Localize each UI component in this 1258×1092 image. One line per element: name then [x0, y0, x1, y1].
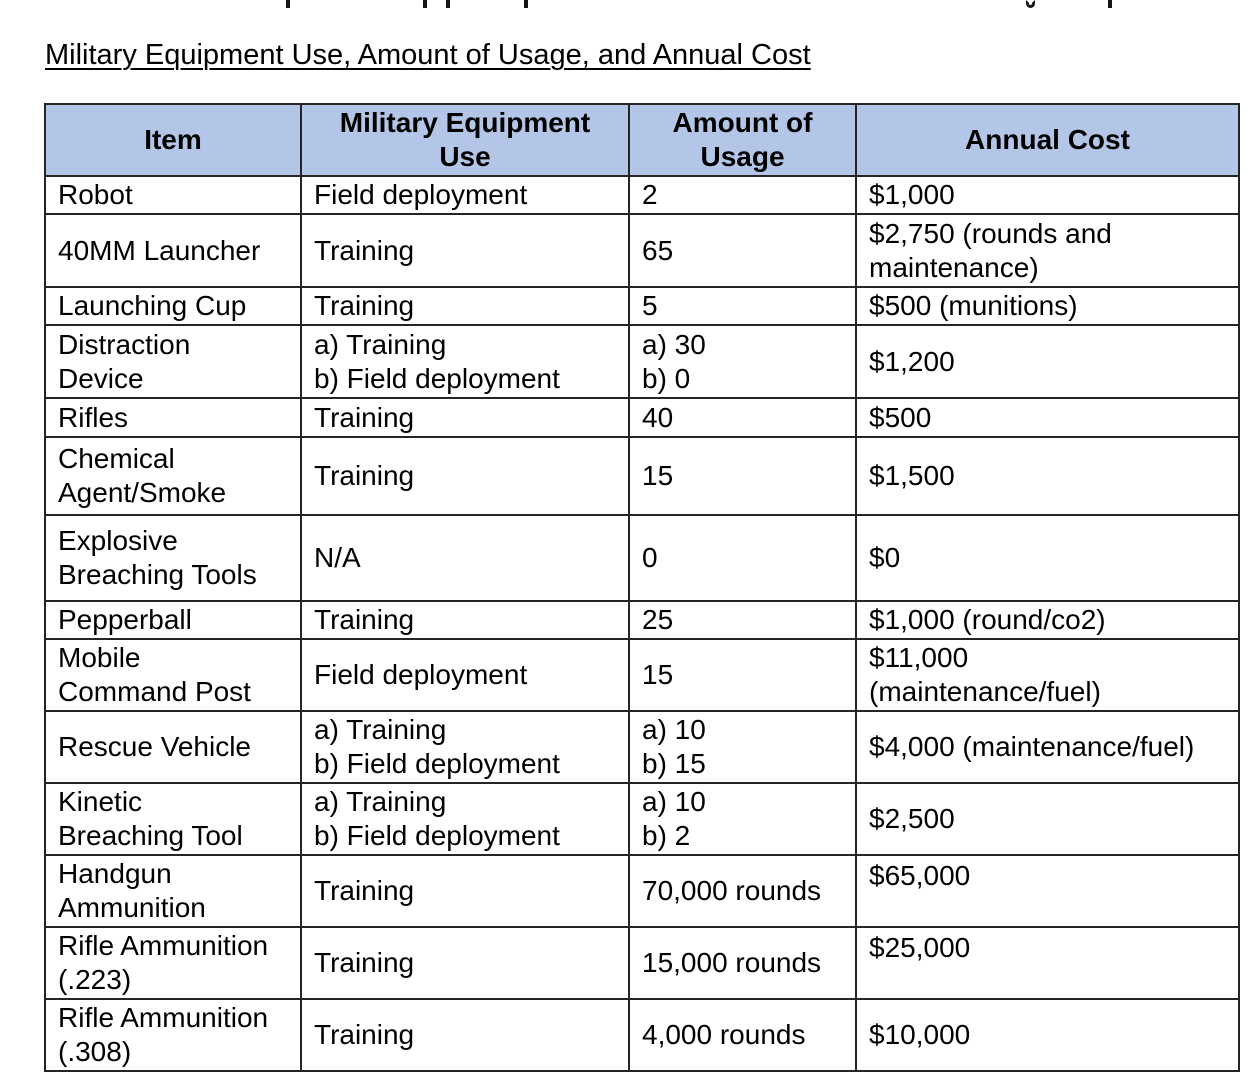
cell-cost: $11,000 (maintenance/fuel)	[855, 638, 1240, 712]
clipped-text-fragment	[1108, 0, 1112, 8]
cell-item: Mobile Command Post	[44, 638, 302, 712]
clipped-text-fragment	[524, 0, 528, 8]
cell-use: a) Training b) Field deployment	[300, 782, 630, 856]
cell-item: 40MM Launcher	[44, 213, 302, 288]
table-row: Chemical Agent/Smoke Training 15 $1,500	[44, 436, 1240, 516]
column-header-amount: Amount of Usage	[628, 103, 857, 177]
cell-cost: $1,000 (round/co2)	[855, 600, 1240, 640]
cell-item: Explosive Breaching Tools	[44, 514, 302, 602]
column-header-cost: Annual Cost	[855, 103, 1240, 177]
cell-use: Training	[300, 600, 630, 640]
cell-amount: 15	[628, 436, 857, 516]
cell-amount: 25	[628, 600, 857, 640]
header-row: Item Military Equipment Use Amount of Us…	[44, 103, 1240, 177]
table-header: Item Military Equipment Use Amount of Us…	[44, 103, 1240, 177]
cell-cost: $2,750 (rounds and maintenance)	[855, 213, 1240, 288]
cell-use: Training	[300, 286, 630, 326]
cell-use: Training	[300, 213, 630, 288]
cell-cost: $65,000	[855, 854, 1240, 928]
cell-amount: a) 10 b) 15	[628, 710, 857, 784]
cell-use: a) Training b) Field deployment	[300, 324, 630, 399]
table-row: Launching Cup Training 5 $500 (munitions…	[44, 286, 1240, 326]
table-row: Rifle Ammunition (.308) Training 4,000 r…	[44, 998, 1240, 1072]
cell-use: Training	[300, 998, 630, 1072]
cell-item: Rescue Vehicle	[44, 710, 302, 784]
cell-cost: $0	[855, 514, 1240, 602]
cell-cost: $2,500	[855, 782, 1240, 856]
table-row: Mobile Command Post Field deployment 15 …	[44, 638, 1240, 712]
table-body: Robot Field deployment 2 $1,000 40MM Lau…	[44, 175, 1240, 1072]
cell-item: Launching Cup	[44, 286, 302, 326]
cell-item: Chemical Agent/Smoke	[44, 436, 302, 516]
cell-amount: a) 10 b) 2	[628, 782, 857, 856]
cell-item: Rifles	[44, 397, 302, 438]
cell-amount: 4,000 rounds	[628, 998, 857, 1072]
cell-cost: $500	[855, 397, 1240, 438]
cell-item: Rifle Ammunition (.223)	[44, 926, 302, 1000]
cell-use: Training	[300, 397, 630, 438]
column-header-use: Military Equipment Use	[300, 103, 630, 177]
equipment-usage-table: Item Military Equipment Use Amount of Us…	[44, 103, 1240, 1072]
table-row: Explosive Breaching Tools N/A 0 $0	[44, 514, 1240, 602]
cell-item: Pepperball	[44, 600, 302, 640]
cell-amount: 70,000 rounds	[628, 854, 857, 928]
cell-cost: $4,000 (maintenance/fuel)	[855, 710, 1240, 784]
cell-use: a) Training b) Field deployment	[300, 710, 630, 784]
cell-amount: 40	[628, 397, 857, 438]
cell-item: Distraction Device	[44, 324, 302, 399]
cell-use: Field deployment	[300, 638, 630, 712]
cell-amount: 5	[628, 286, 857, 326]
cell-cost: $1,500	[855, 436, 1240, 516]
cell-use: Training	[300, 436, 630, 516]
column-header-item: Item	[44, 103, 302, 177]
table-row: Rifles Training 40 $500	[44, 397, 1240, 438]
table-row: Robot Field deployment 2 $1,000	[44, 175, 1240, 215]
cell-use: Training	[300, 854, 630, 928]
cell-amount: a) 30 b) 0	[628, 324, 857, 399]
cell-cost: $1,200	[855, 324, 1240, 399]
table-row: 40MM Launcher Training 65 $2,750 (rounds…	[44, 213, 1240, 288]
cell-cost: $500 (munitions)	[855, 286, 1240, 326]
cell-item: Handgun Ammunition	[44, 854, 302, 928]
page-title: Military Equipment Use, Amount of Usage,…	[45, 39, 811, 71]
cell-amount: 2	[628, 175, 857, 215]
cell-amount: 15,000 rounds	[628, 926, 857, 1000]
cell-use: N/A	[300, 514, 630, 602]
clipped-text-fragment	[423, 0, 427, 8]
cell-amount: 0	[628, 514, 857, 602]
clipped-text-fragment	[1026, 0, 1035, 8]
cell-item: Rifle Ammunition (.308)	[44, 998, 302, 1072]
clipped-text-fragment	[286, 0, 290, 8]
cell-item: Kinetic Breaching Tool	[44, 782, 302, 856]
table-row: Rescue Vehicle a) Training b) Field depl…	[44, 710, 1240, 784]
cell-cost: $25,000	[855, 926, 1240, 1000]
table-row: Handgun Ammunition Training 70,000 round…	[44, 854, 1240, 928]
clipped-text-fragment	[446, 0, 450, 8]
table-row: Rifle Ammunition (.223) Training 15,000 …	[44, 926, 1240, 1000]
cell-cost: $10,000	[855, 998, 1240, 1072]
cell-use: Field deployment	[300, 175, 630, 215]
cell-amount: 65	[628, 213, 857, 288]
table-row: Distraction Device a) Training b) Field …	[44, 324, 1240, 399]
cell-use: Training	[300, 926, 630, 1000]
table-row: Kinetic Breaching Tool a) Training b) Fi…	[44, 782, 1240, 856]
table-row: Pepperball Training 25 $1,000 (round/co2…	[44, 600, 1240, 640]
cell-amount: 15	[628, 638, 857, 712]
cell-item: Robot	[44, 175, 302, 215]
cell-cost: $1,000	[855, 175, 1240, 215]
